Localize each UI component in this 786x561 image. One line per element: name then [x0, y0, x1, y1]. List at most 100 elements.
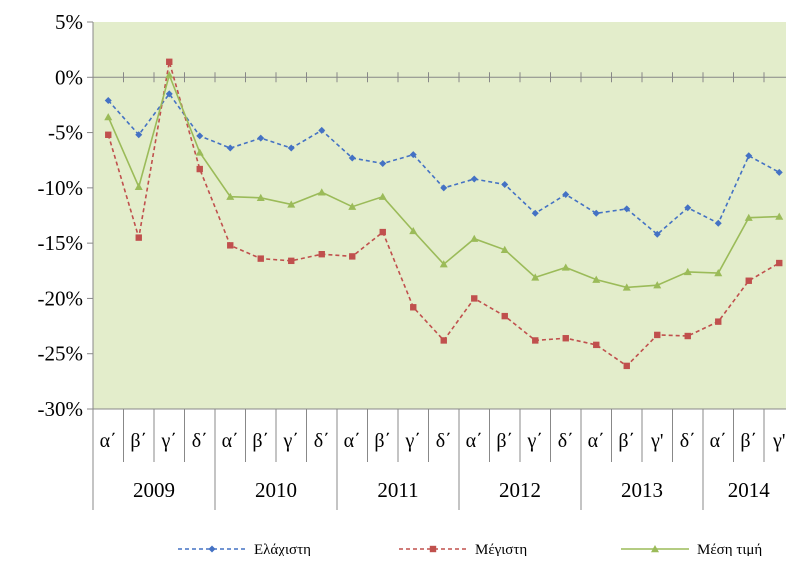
- series-square: [105, 58, 783, 370]
- data-point-square: [196, 165, 203, 173]
- quarter-label: δ΄: [192, 430, 208, 452]
- data-point-triangle: [714, 268, 723, 277]
- quarter-label: δ΄: [558, 430, 574, 452]
- quarter-label: β΄: [496, 430, 513, 452]
- data-point-triangle: [409, 226, 418, 235]
- year-label: 2012: [499, 478, 541, 502]
- data-point-diamond: [257, 134, 265, 142]
- data-point-square: [745, 277, 752, 284]
- quarter-label: α΄: [344, 430, 361, 452]
- data-point-square: [227, 242, 234, 249]
- data-point-square: [410, 304, 417, 311]
- quarter-label: γ΄: [405, 430, 422, 452]
- legend-item: Μέγιστη: [399, 542, 527, 558]
- data-point-diamond: [714, 219, 722, 227]
- quarter-label: γ΄: [283, 430, 300, 452]
- data-point-square: [379, 228, 386, 236]
- data-point-triangle: [683, 267, 692, 276]
- quarter-label: δ΄: [680, 430, 696, 452]
- year-label: 2014: [728, 478, 771, 502]
- data-point-diamond: [165, 90, 173, 98]
- data-point-triangle: [195, 148, 204, 156]
- legend-label: Μέγιστη: [475, 542, 527, 556]
- data-point-triangle: [165, 71, 174, 79]
- data-point-diamond: [745, 152, 753, 160]
- legend-item: Ελάχιστη: [178, 542, 311, 558]
- data-point-diamond: [684, 204, 692, 212]
- year-label: 2010: [255, 478, 297, 502]
- data-point-diamond: [409, 151, 417, 159]
- data-point-square: [135, 234, 142, 241]
- y-axis: 5% 0% -5% -10% -15% -20% -25% -30%: [38, 10, 94, 421]
- data-point-triangle: [104, 113, 113, 121]
- data-point-diamond: [135, 131, 143, 139]
- data-point-square: [684, 332, 691, 340]
- quarter-label: α΄: [100, 430, 117, 452]
- data-point-square: [501, 312, 508, 320]
- data-point-triangle: [653, 281, 662, 289]
- year-label: 2013: [621, 478, 663, 502]
- data-point-square: [593, 341, 600, 349]
- data-point-triangle: [651, 545, 659, 553]
- data-point-square: [654, 331, 661, 339]
- y-tick-label: -15%: [38, 231, 84, 255]
- legend-label: Μέση τιμή: [697, 542, 762, 556]
- data-point-diamond: [501, 181, 509, 189]
- y-tick-label: -30%: [38, 397, 84, 421]
- y-tick-label: -10%: [38, 176, 84, 200]
- data-point-square: [440, 337, 447, 344]
- data-point-square: [532, 337, 539, 344]
- quarter-label: β΄: [374, 430, 391, 452]
- data-point-diamond: [196, 132, 204, 140]
- data-point-square: [471, 295, 478, 302]
- series-diamond: [104, 90, 783, 238]
- data-point-square: [715, 318, 722, 325]
- y-tick-label: -20%: [38, 286, 84, 310]
- data-point-square: [288, 257, 295, 265]
- data-point-triangle: [378, 192, 387, 200]
- quarter-label: α΄: [710, 430, 727, 452]
- year-label: 2011: [377, 478, 418, 502]
- y-tick-label: -25%: [38, 342, 84, 366]
- data-point-diamond: [440, 184, 448, 192]
- quarter-label: β΄: [740, 430, 757, 452]
- data-point-triangle: [287, 200, 296, 208]
- data-point-square: [776, 259, 783, 267]
- legend-label: Ελάχιστη: [254, 542, 311, 556]
- data-point-triangle: [439, 260, 448, 268]
- data-point-triangle: [744, 213, 753, 221]
- data-point-diamond: [592, 209, 600, 217]
- data-point-diamond: [470, 175, 478, 183]
- plot-area: [93, 22, 786, 409]
- data-point-diamond: [104, 97, 112, 105]
- data-point-square: [166, 58, 173, 66]
- legend-item: Μέση τιμή: [621, 542, 762, 558]
- data-point-triangle: [134, 182, 143, 190]
- legend: Ελάχιστη Μέγιστη Μέση τιμή: [178, 542, 762, 558]
- quarter-label: δ΄: [314, 430, 330, 452]
- quarter-label: β΄: [618, 430, 635, 452]
- series-triangle: [104, 71, 784, 291]
- data-point-square: [349, 253, 356, 260]
- data-point-diamond: [562, 190, 570, 198]
- data-point-square: [562, 335, 569, 342]
- data-point-triangle: [256, 193, 265, 202]
- x-axis: α΄ β΄ γ΄ δ΄ α΄ β΄ γ΄ δ΄ α΄ β΄ γ΄ δ΄ α΄ β΄ γ΄ δ΄ α΄ β΄ γ' δ΄…: [92, 72, 786, 510]
- y-tick-label: -5%: [48, 121, 83, 145]
- data-point-diamond: [379, 160, 387, 168]
- y-tick-label: 0%: [55, 65, 83, 89]
- data-point-triangle: [226, 192, 235, 200]
- data-point-diamond: [318, 126, 326, 134]
- data-point-square: [105, 131, 112, 138]
- data-point-triangle: [500, 245, 509, 253]
- data-point-triangle: [622, 283, 631, 291]
- data-point-diamond: [623, 205, 631, 213]
- data-point-triangle: [348, 202, 357, 210]
- data-point-triangle: [592, 275, 601, 283]
- data-point-diamond: [287, 144, 295, 152]
- quarter-label: γ΄: [161, 430, 178, 452]
- year-label: 2009: [133, 478, 175, 502]
- series-layer: [104, 58, 784, 370]
